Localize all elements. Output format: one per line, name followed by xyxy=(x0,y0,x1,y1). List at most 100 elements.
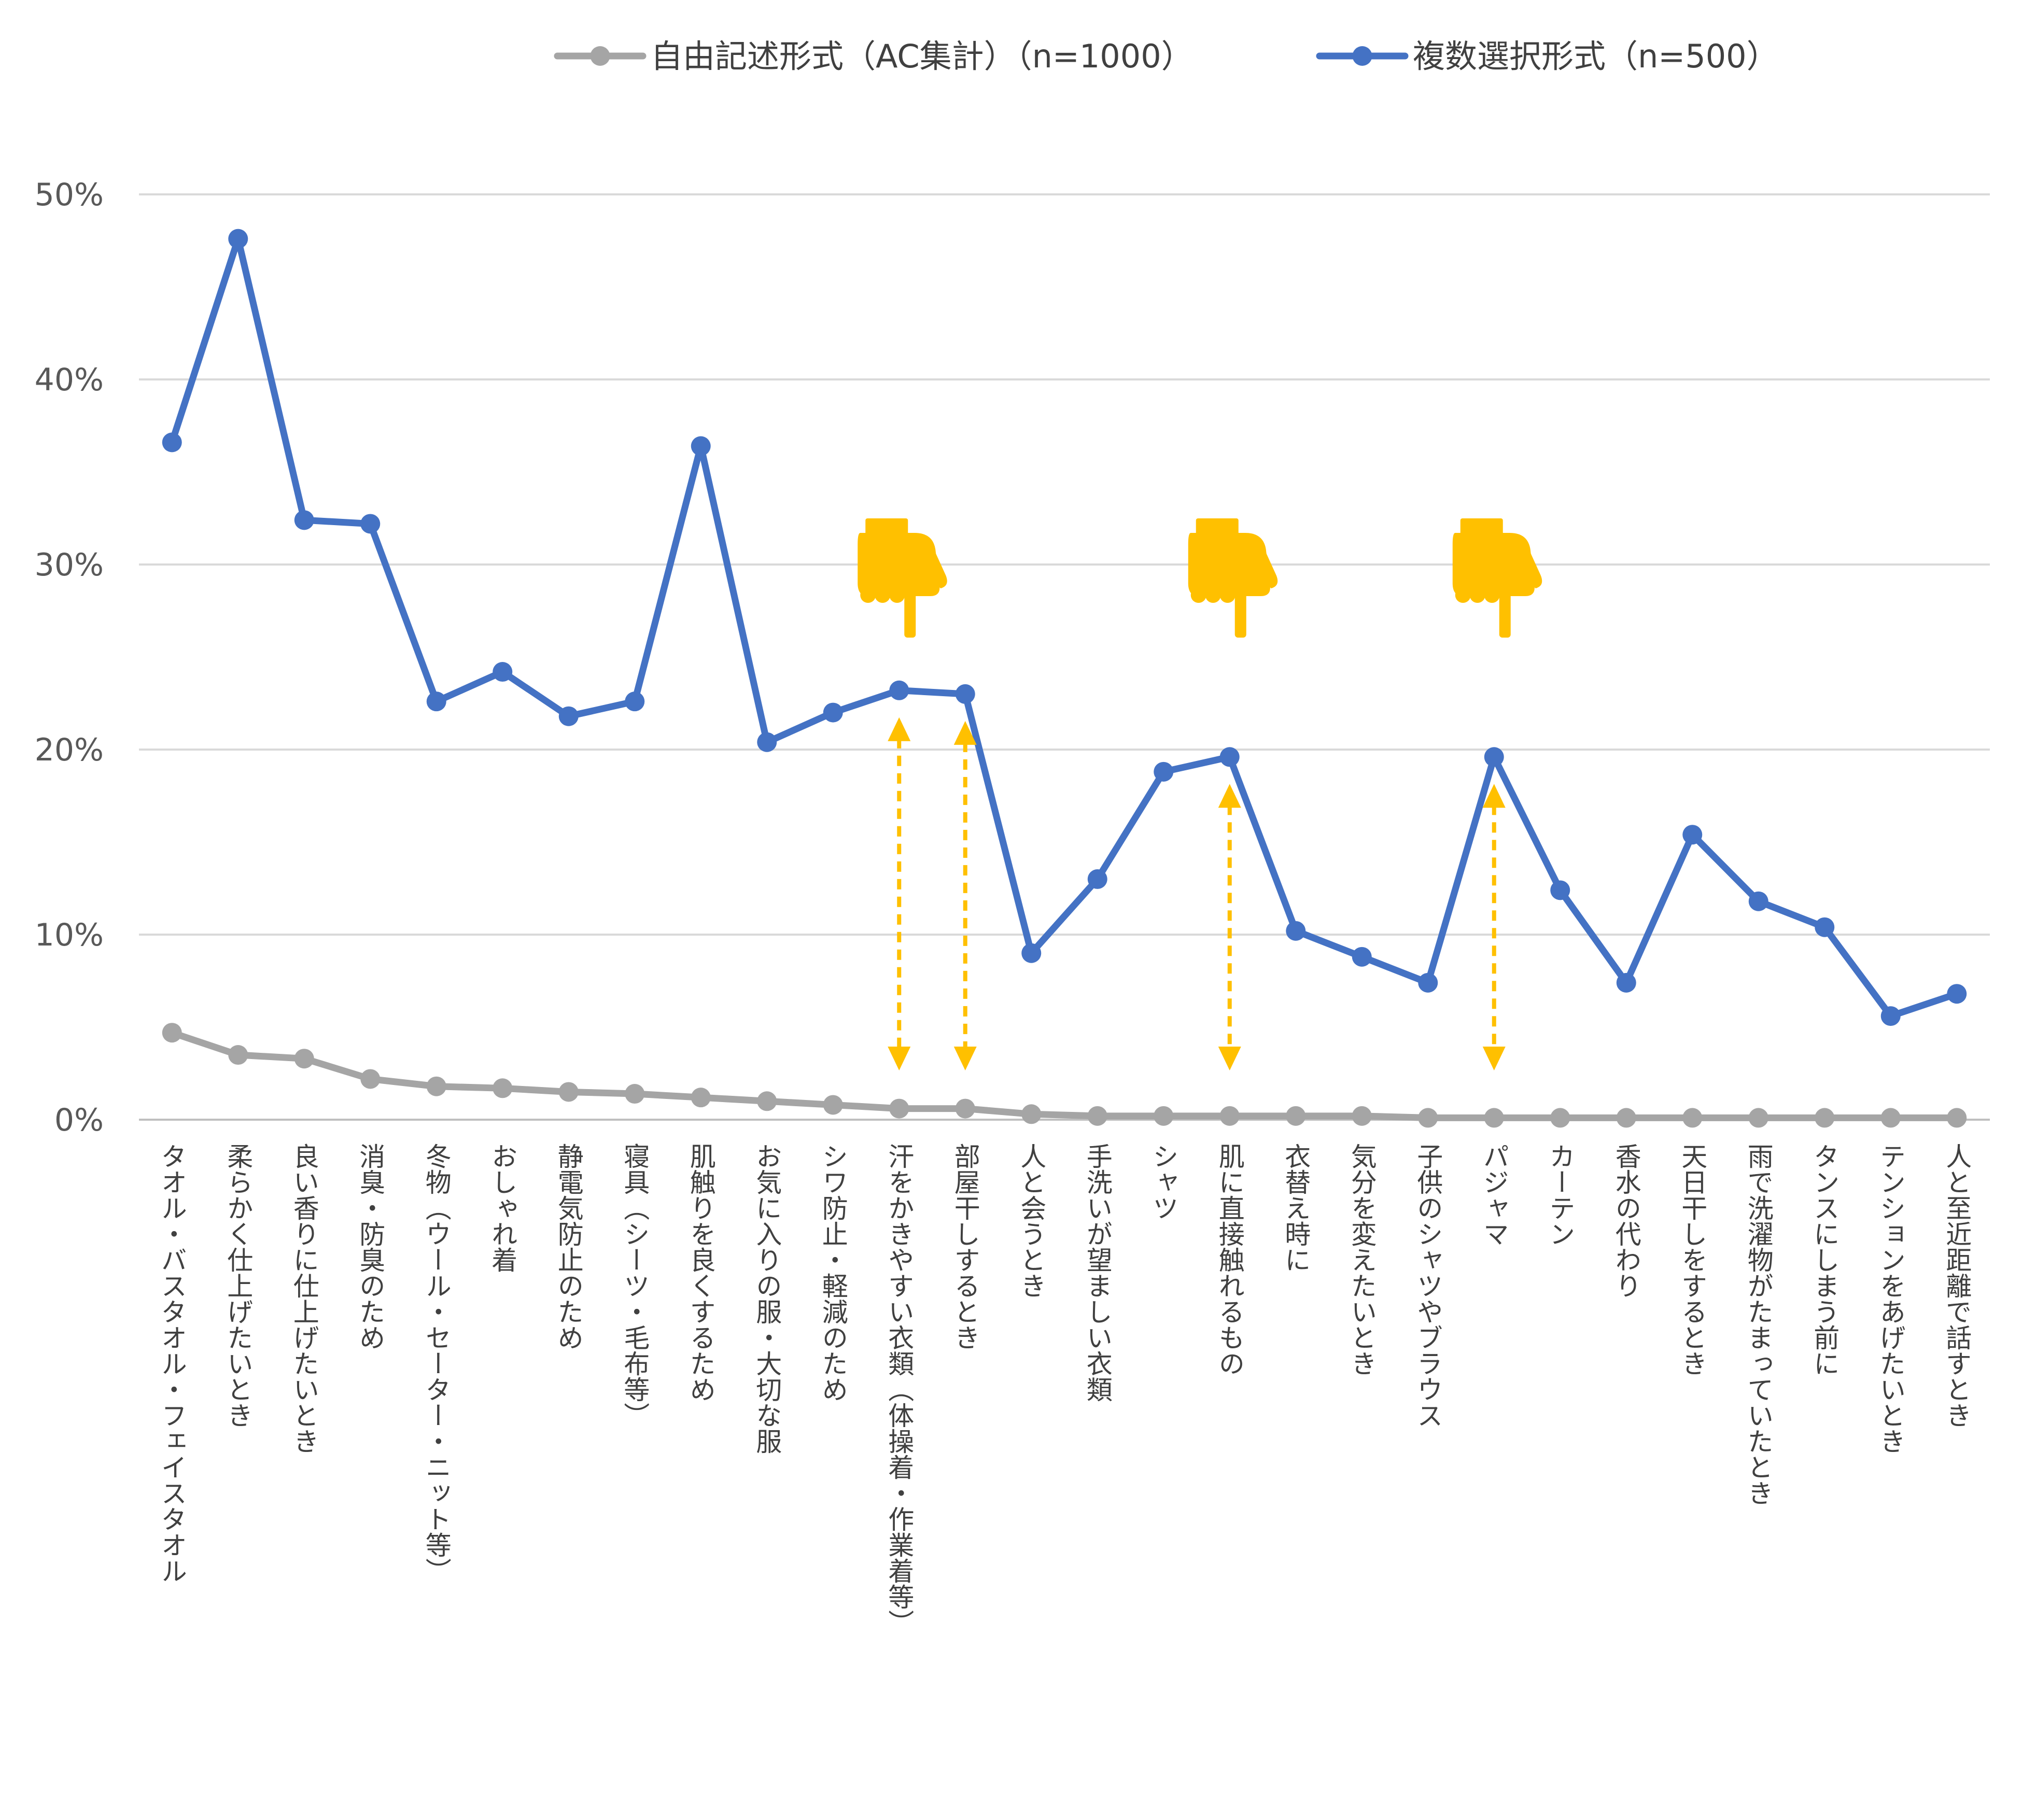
data-point xyxy=(1087,1106,1107,1126)
data-point xyxy=(1880,1108,1901,1128)
data-point xyxy=(426,692,446,712)
x-tick-label: 寝具（シーツ・毛布等） xyxy=(620,1143,650,1428)
y-tick-label: 0% xyxy=(54,1102,104,1138)
data-point xyxy=(1947,984,1967,1004)
pointing-hand-icon xyxy=(1452,518,1542,638)
x-tick-label: 気分を変えたいとき xyxy=(1347,1143,1377,1376)
data-point xyxy=(1616,972,1636,993)
x-tick-label: 人と会うとき xyxy=(1016,1143,1046,1299)
y-tick-label: 30% xyxy=(35,547,104,583)
pointing-hand-icon xyxy=(858,518,947,638)
series-line xyxy=(168,1029,1960,1121)
x-tick-label: タンスにしまう前に xyxy=(1809,1143,1840,1376)
x-tick-label: 良い香りに仕上げたいとき xyxy=(289,1143,319,1454)
series-1 xyxy=(162,1023,1967,1128)
legend: 自由記述形式（AC集計）（n=1000） 複数選択形式（n=500） xyxy=(554,37,1779,75)
x-tick-label: 衣替え時に xyxy=(1281,1143,1311,1273)
data-point xyxy=(1286,921,1306,941)
legend-item: 自由記述形式（AC集計）（n=1000） xyxy=(554,37,1193,75)
data-point xyxy=(294,1049,314,1069)
series-2 xyxy=(162,229,1967,1026)
data-point xyxy=(625,1084,645,1104)
data-point xyxy=(228,229,248,249)
x-tick-label: シワ防止・軽減のため xyxy=(818,1143,848,1402)
data-point xyxy=(955,1098,975,1119)
data-point xyxy=(294,510,314,530)
data-point xyxy=(558,1082,579,1102)
x-tick-label: パジャマ xyxy=(1479,1143,1509,1247)
data-point xyxy=(1815,917,1835,937)
data-point xyxy=(1947,1108,1967,1128)
highlight-arrow xyxy=(1482,784,1506,1070)
data-point xyxy=(1219,1106,1240,1126)
legend-label: 複数選択形式（n=500） xyxy=(1413,37,1779,75)
data-point xyxy=(162,1023,182,1043)
x-tick-label: テンションをあげたいとき xyxy=(1876,1143,1906,1454)
data-point xyxy=(493,662,513,682)
x-tick-label: 汗をかきやすい衣類（体操着・作業着等） xyxy=(884,1143,914,1635)
x-tick-label: 冬物（ウール・セーター・ニット等） xyxy=(422,1143,452,1584)
x-tick-label: 人と至近距離で話すとき xyxy=(1942,1143,1972,1428)
highlight-arrow xyxy=(953,721,977,1070)
data-point xyxy=(1616,1108,1636,1128)
data-point xyxy=(1484,1108,1504,1128)
data-point xyxy=(360,514,381,534)
pointing-hand-icon xyxy=(1188,518,1278,638)
data-point xyxy=(823,702,843,723)
x-tick-label: 消臭・防臭のため xyxy=(355,1143,385,1350)
y-tick-label: 20% xyxy=(35,732,104,768)
data-point xyxy=(228,1045,248,1065)
x-tick-label: 手洗いが望ましい衣類 xyxy=(1083,1143,1113,1402)
x-tick-label: おしゃれ着 xyxy=(487,1143,517,1273)
legend-marker xyxy=(590,46,610,66)
data-point xyxy=(1418,1108,1438,1128)
data-point xyxy=(1021,1104,1042,1124)
data-point xyxy=(1154,761,1174,782)
data-point xyxy=(1352,1106,1372,1126)
x-tick-label: 雨で洗濯物がたまっていたとき xyxy=(1744,1143,1774,1506)
y-axis: 0% 10% 20% 30% 40% 50% xyxy=(35,177,104,1138)
data-point xyxy=(1682,825,1703,845)
data-point xyxy=(889,1098,909,1119)
x-tick-label: シャツ xyxy=(1148,1143,1178,1221)
y-tick-label: 50% xyxy=(35,177,104,213)
data-point xyxy=(889,680,909,700)
data-point xyxy=(162,432,182,453)
data-point xyxy=(1815,1108,1835,1128)
x-tick-label: 香水の代わり xyxy=(1611,1143,1641,1299)
data-point xyxy=(1021,943,1042,963)
pointer-icons xyxy=(858,518,1542,638)
highlight-arrows xyxy=(888,717,1506,1070)
data-point xyxy=(1286,1106,1306,1126)
y-tick-label: 10% xyxy=(35,917,104,953)
x-tick-label: お気に入りの服・大切な服 xyxy=(752,1143,782,1454)
data-point xyxy=(1219,747,1240,767)
highlight-arrow xyxy=(888,717,911,1070)
data-point xyxy=(1748,1108,1768,1128)
data-point xyxy=(1087,869,1107,889)
data-point xyxy=(1748,891,1768,911)
data-point xyxy=(955,684,975,704)
data-point xyxy=(426,1076,446,1096)
x-tick-label: 肌触りを良くするため xyxy=(686,1143,716,1402)
x-tick-label: 柔らかく仕上げたいとき xyxy=(223,1143,253,1428)
x-tick-label: 部屋干しするとき xyxy=(950,1143,980,1350)
data-point xyxy=(1682,1108,1703,1128)
x-axis: タオル・バスタオル・フェイスタオル 柔らかく仕上げたいとき 良い香りに仕上げたいとき… xyxy=(157,1143,1972,1635)
data-point xyxy=(1352,947,1372,967)
data-point xyxy=(1154,1106,1174,1126)
data-point xyxy=(757,732,777,752)
data-point xyxy=(823,1095,843,1115)
data-point xyxy=(1550,1108,1570,1128)
y-tick-label: 40% xyxy=(35,362,104,398)
data-point xyxy=(691,436,711,456)
data-point xyxy=(1880,1006,1901,1026)
x-tick-label: 肌に直接触れるもの xyxy=(1215,1143,1245,1376)
x-tick-label: 静電気防止のため xyxy=(554,1143,584,1350)
legend-item: 複数選択形式（n=500） xyxy=(1316,37,1779,75)
legend-label: 自由記述形式（AC集計）（n=1000） xyxy=(651,37,1193,75)
highlight-arrow xyxy=(1218,784,1241,1070)
data-point xyxy=(1484,747,1504,767)
